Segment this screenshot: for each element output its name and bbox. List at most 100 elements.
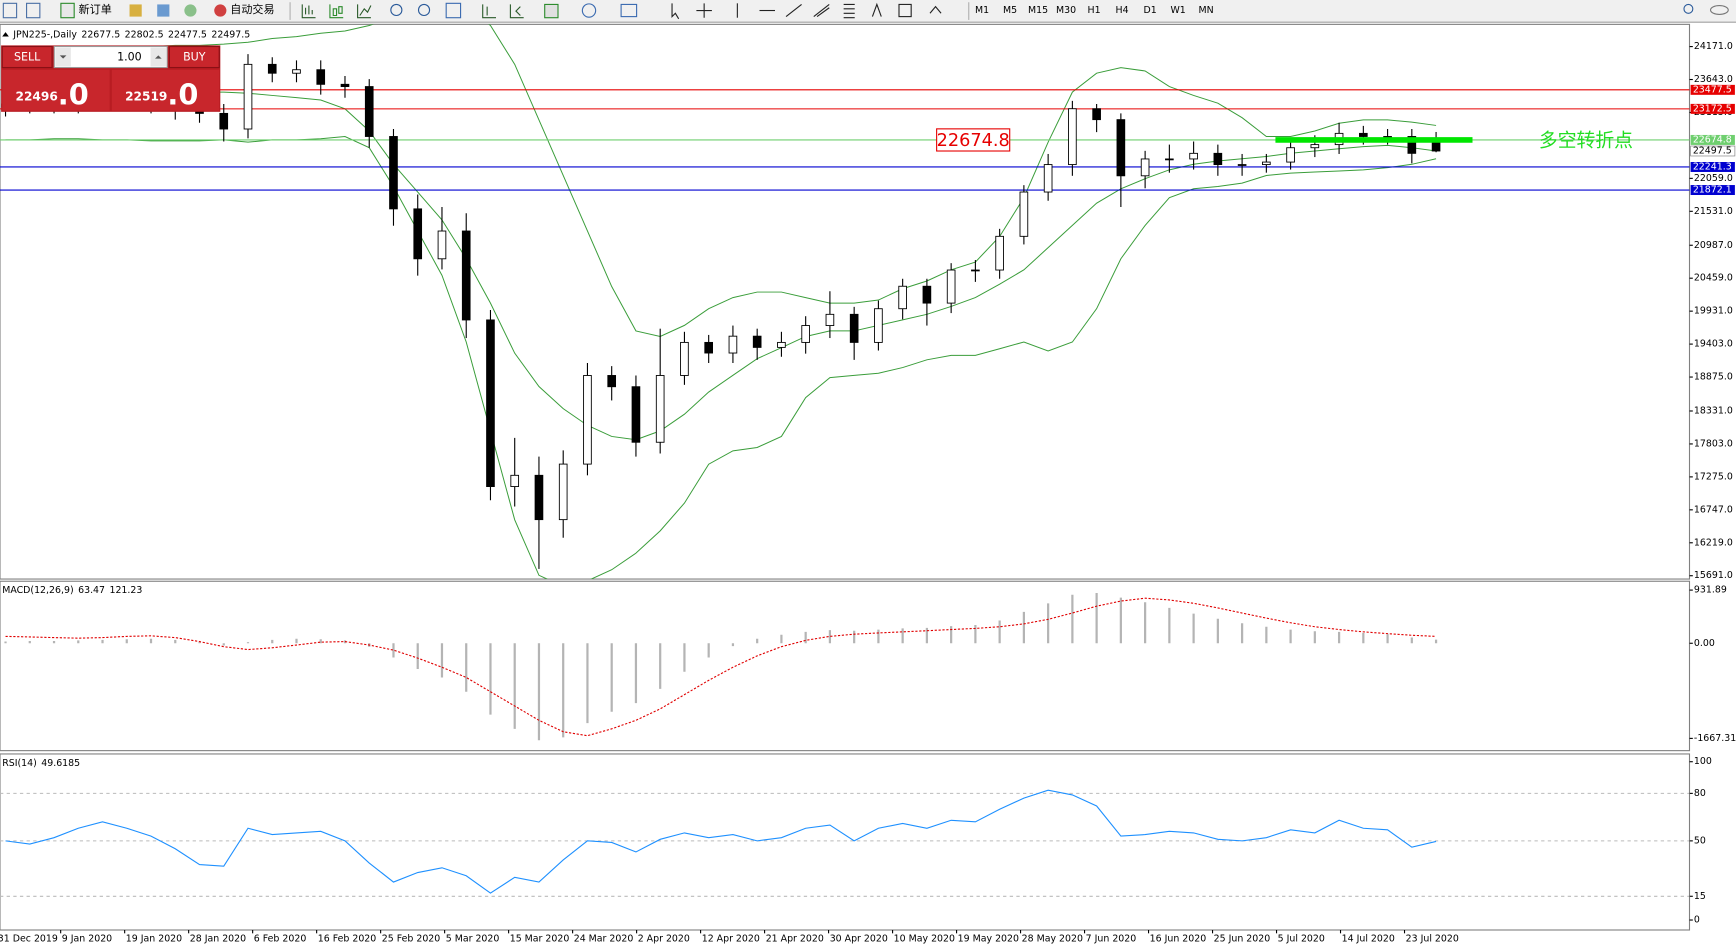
candle-body: [728, 335, 738, 354]
candle-body: [631, 386, 641, 443]
header-field: 22497.5: [211, 29, 250, 40]
y-tick-label: 16219.0: [1694, 537, 1733, 548]
y-tick-label: 23643.0: [1694, 74, 1733, 85]
header-field: MACD(12,26,9): [2, 585, 73, 596]
candle-body: [437, 230, 447, 260]
tile-icon[interactable]: [445, 2, 462, 19]
cursor-tool[interactable]: [671, 3, 680, 20]
y-tick-label: 15691.0: [1694, 570, 1733, 581]
timeframe-button[interactable]: M15: [1028, 5, 1048, 16]
timeframe-button[interactable]: H4: [1116, 5, 1129, 16]
y-tick-label: 18875.0: [1694, 372, 1733, 383]
candle-body: [267, 63, 277, 74]
price-label-bg: [1690, 103, 1735, 114]
timeframes: M1 M5 M15 M30 H1 H4 D1 W1 MN: [975, 5, 1214, 16]
icon[interactable]: [129, 4, 142, 17]
y-tick-label: 931.89: [1694, 585, 1727, 596]
line-icon[interactable]: [357, 4, 372, 19]
zoom-in[interactable]: [390, 3, 403, 17]
crosshair-tool[interactable]: [696, 3, 712, 18]
period-icon[interactable]: [581, 3, 597, 18]
candle-body: [1043, 164, 1053, 193]
bid-box[interactable]: [2, 69, 110, 111]
timeframe-button[interactable]: M5: [1003, 5, 1017, 16]
candle-body: [1407, 136, 1417, 154]
timeframe-button[interactable]: MN: [1199, 5, 1214, 16]
lot-input[interactable]: [53, 45, 168, 69]
candle-body: [874, 308, 883, 343]
trendline-tool[interactable]: [785, 3, 802, 18]
sell-button[interactable]: [1, 45, 53, 69]
zoom-out[interactable]: [417, 3, 431, 17]
x-tick-label: 12 Apr 2020: [702, 933, 760, 944]
bollinger-upper: [5, 24, 1437, 337]
timeframe-button[interactable]: M30: [1056, 5, 1076, 16]
label-tool[interactable]: [898, 3, 912, 18]
candle-body: [413, 208, 423, 260]
x-tick-label: 19 May 2020: [958, 933, 1019, 944]
rsi-plot: [0, 789, 1690, 897]
candle-body: [340, 83, 350, 88]
collapse-arrow[interactable]: [2, 32, 9, 37]
macd-header: MACD(12,26,9) 63.47 121.23: [2, 585, 142, 596]
candle-body: [801, 325, 810, 343]
timeframe-button[interactable]: H1: [1088, 5, 1101, 16]
chat-icon[interactable]: [1709, 4, 1729, 15]
new-order-button[interactable]: 新订单: [79, 2, 112, 16]
y-tick-label: 17803.0: [1694, 438, 1733, 449]
candle-body: [1140, 158, 1150, 177]
bar-chart-icon[interactable]: [301, 4, 316, 19]
bid-frac: .0: [58, 77, 89, 111]
text-tool[interactable]: [871, 2, 882, 17]
macd-plot: [4, 593, 1438, 741]
candle-icon[interactable]: [329, 4, 344, 19]
y-tick-label: 0.00: [1694, 638, 1715, 649]
timeframe-button[interactable]: W1: [1170, 5, 1185, 16]
timeframe-button[interactable]: D1: [1143, 5, 1156, 16]
icon[interactable]: [26, 2, 41, 19]
main-panel: [0, 23, 1691, 580]
fibo-tool[interactable]: [843, 3, 855, 19]
bid-int: 22496: [16, 89, 58, 103]
y-tick-label: 20459.0: [1694, 273, 1733, 284]
buy-button[interactable]: [168, 45, 220, 69]
price-label: 22241.3: [1693, 161, 1732, 172]
y-tick-label: 50: [1694, 835, 1706, 846]
current-price: 22497.5: [1693, 145, 1732, 156]
new-order-icon[interactable]: [60, 2, 75, 19]
x-tick-label: 10 May 2020: [894, 933, 955, 944]
auto-trade-icon[interactable]: [214, 4, 227, 17]
auto-trade-button[interactable]: 自动交易: [230, 2, 274, 16]
candle-body: [219, 112, 229, 130]
shift-icon[interactable]: [509, 4, 524, 19]
candle-body: [680, 341, 689, 376]
icon[interactable]: [157, 4, 170, 17]
icon[interactable]: [184, 4, 197, 17]
icon[interactable]: [2, 2, 18, 19]
candle-body: [292, 69, 301, 74]
candle-body: [922, 285, 932, 304]
price-label-bg: [1690, 185, 1735, 196]
y-tick-label: 16747.0: [1694, 504, 1733, 515]
ask-box[interactable]: [111, 69, 220, 111]
candle-body: [607, 375, 617, 388]
toolbar-bg: [0, 0, 1736, 23]
y-tick-label: 0: [1694, 915, 1700, 926]
pivot-price-box: [936, 128, 1011, 152]
channel-tool[interactable]: [813, 3, 830, 18]
scroll-icon[interactable]: [482, 4, 497, 19]
x-tick-label: 6 Feb 2020: [254, 933, 307, 944]
candle-body: [1165, 158, 1174, 161]
arrow-tool[interactable]: [929, 5, 942, 14]
indicator-icon[interactable]: [544, 3, 559, 19]
candle-body: [534, 474, 544, 521]
candle-body: [243, 63, 253, 130]
search-icon[interactable]: [1683, 3, 1694, 14]
timeframe-button[interactable]: M1: [975, 5, 989, 16]
bid-price: 22496.0: [16, 77, 89, 111]
template-icon[interactable]: [620, 3, 638, 18]
candle-body: [971, 269, 980, 272]
y-tick-label: 80: [1694, 788, 1706, 799]
header-field: RSI(14): [2, 757, 37, 768]
